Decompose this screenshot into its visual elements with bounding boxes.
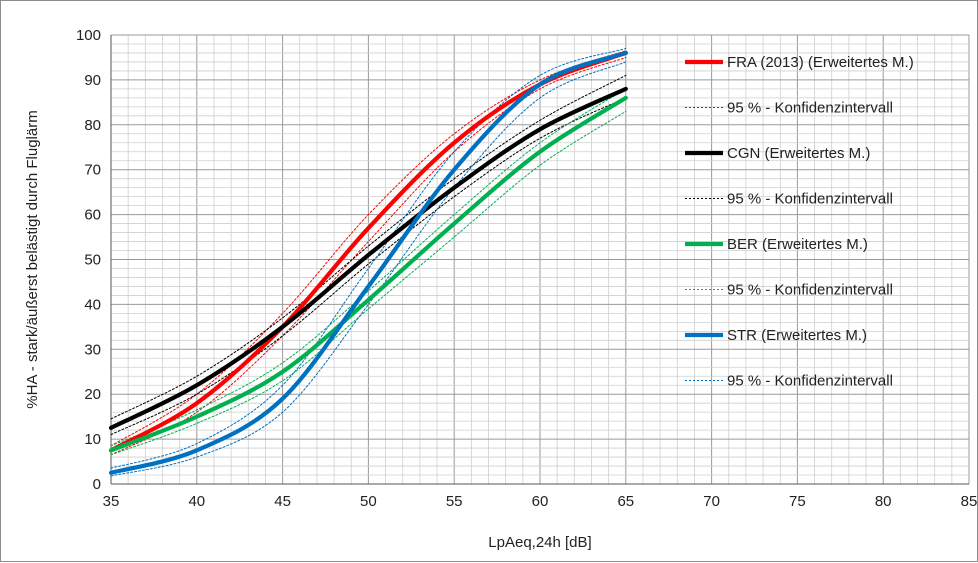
confidence-line [110,74,627,420]
axes [110,35,969,485]
series-line [108,86,628,430]
x-tick-label: 65 [617,493,634,510]
x-tick-label: 35 [103,493,120,510]
y-tick-label: 50 [84,252,101,269]
x-axis-title: LpAeq,24h [dB] [488,534,591,551]
confidence-line [110,61,627,477]
y-tick-label: 90 [84,72,101,89]
legend-label: FRA (2013) (Erweitertes M.) [727,54,914,71]
x-tick-label: 85 [961,493,978,510]
series-line [108,50,628,475]
legend-label: STR (Erweitertes M.) [727,327,867,344]
y-axis-title: %HA - stark/äußerst belästigt durch Flug… [24,110,41,408]
x-tick-label: 80 [875,493,892,510]
x-tick-label: 40 [188,493,205,510]
series-lines [108,47,628,477]
x-tick-label: 55 [446,493,463,510]
legend: FRA (2013) (Erweitertes M.) 95 % - Konfid… [685,54,914,390]
x-tick-label: 45 [274,493,291,510]
y-tick-label: 100 [76,27,101,44]
confidence-line [110,88,627,447]
confidence-line [110,47,627,469]
legend-label: 95 % - Konfidenzintervall [727,191,893,208]
tick-labels: 35 40 45 50 55 60 65 70 75 80 85 0 10 20 30 40 50 60 70 80 9… [76,27,977,510]
legend-label: 95 % - Konfidenzintervall [727,282,893,299]
legend-label: BER (Erweitertes M.) [727,236,868,253]
y-tick-label: 40 [84,296,101,313]
y-tick-label: 60 [84,207,101,224]
legend-label: 95 % - Konfidenzintervall [727,373,893,390]
grid [110,34,970,485]
confidence-line [110,50,627,447]
y-tick-label: 0 [93,476,101,493]
legend-label: CGN (Erweitertes M.) [727,145,870,162]
y-tick-label: 10 [84,431,101,448]
x-tick-label: 75 [789,493,806,510]
legend-label: 95 % - Konfidenzintervall [727,100,893,117]
x-tick-label: 50 [360,493,377,510]
x-tick-label: 60 [532,493,549,510]
y-tick-label: 30 [84,341,101,358]
y-tick-label: 70 [84,162,101,179]
y-tick-label: 80 [84,117,101,134]
y-tick-label: 20 [84,386,101,403]
series-line [108,95,628,453]
x-tick-label: 70 [703,493,720,510]
confidence-line [110,56,627,456]
